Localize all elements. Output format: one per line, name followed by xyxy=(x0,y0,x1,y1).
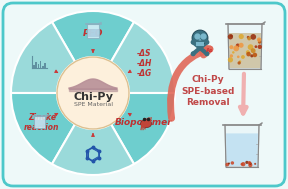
Text: Chi-Py: Chi-Py xyxy=(73,92,113,102)
Circle shape xyxy=(231,161,234,165)
Circle shape xyxy=(241,55,245,59)
Polygon shape xyxy=(69,79,117,89)
Circle shape xyxy=(247,36,250,39)
Polygon shape xyxy=(88,29,98,37)
Circle shape xyxy=(236,43,240,47)
Bar xyxy=(33,65,35,68)
Wedge shape xyxy=(11,93,75,164)
Circle shape xyxy=(228,163,230,164)
Circle shape xyxy=(257,37,262,42)
Circle shape xyxy=(246,50,250,54)
Circle shape xyxy=(237,56,240,58)
Bar xyxy=(37,64,39,68)
Wedge shape xyxy=(111,22,175,93)
Wedge shape xyxy=(111,93,175,164)
Wedge shape xyxy=(52,11,134,62)
Text: As: As xyxy=(206,48,213,53)
Polygon shape xyxy=(229,33,261,68)
Circle shape xyxy=(238,61,241,65)
Circle shape xyxy=(191,51,196,56)
Text: PFO: PFO xyxy=(83,29,103,39)
Circle shape xyxy=(248,163,252,167)
Polygon shape xyxy=(228,24,262,69)
Circle shape xyxy=(204,40,209,45)
Ellipse shape xyxy=(141,120,151,128)
FancyArrowPatch shape xyxy=(170,47,210,118)
Circle shape xyxy=(239,43,244,48)
Polygon shape xyxy=(225,125,259,167)
Polygon shape xyxy=(226,133,258,166)
Circle shape xyxy=(251,48,256,53)
Polygon shape xyxy=(69,89,117,91)
Polygon shape xyxy=(198,39,202,40)
Wedge shape xyxy=(52,124,134,175)
Circle shape xyxy=(249,162,252,165)
Circle shape xyxy=(247,37,251,40)
Circle shape xyxy=(57,57,129,129)
Circle shape xyxy=(254,163,256,165)
Bar xyxy=(42,66,44,68)
Circle shape xyxy=(255,45,257,48)
Circle shape xyxy=(192,30,208,46)
Bar xyxy=(35,62,37,68)
Polygon shape xyxy=(87,24,99,38)
Circle shape xyxy=(253,53,257,57)
Circle shape xyxy=(240,163,243,166)
Circle shape xyxy=(230,54,233,58)
Polygon shape xyxy=(35,120,45,127)
Text: Chi-Py
SPE-based
Removal: Chi-Py SPE-based Removal xyxy=(181,75,235,107)
Circle shape xyxy=(258,40,261,44)
Circle shape xyxy=(232,51,235,54)
Circle shape xyxy=(229,45,233,49)
Circle shape xyxy=(241,162,245,166)
Circle shape xyxy=(230,34,233,37)
Circle shape xyxy=(228,34,233,40)
Circle shape xyxy=(226,163,229,167)
Circle shape xyxy=(250,54,253,57)
Text: Zincke
reaction: Zincke reaction xyxy=(24,113,60,132)
Text: SPE Material: SPE Material xyxy=(73,102,113,108)
Circle shape xyxy=(248,161,251,164)
Circle shape xyxy=(258,45,262,49)
Circle shape xyxy=(233,46,239,51)
Text: -ΔS
-ΔH
-ΔG: -ΔS -ΔH -ΔG xyxy=(137,49,152,78)
Text: Biopolymer: Biopolymer xyxy=(115,118,173,127)
Circle shape xyxy=(191,40,196,45)
Circle shape xyxy=(204,51,209,56)
Circle shape xyxy=(258,39,260,41)
Circle shape xyxy=(239,60,241,63)
Circle shape xyxy=(239,34,244,39)
Circle shape xyxy=(250,34,256,40)
Wedge shape xyxy=(11,22,75,93)
Polygon shape xyxy=(34,116,46,128)
FancyArrowPatch shape xyxy=(240,74,247,114)
Circle shape xyxy=(248,44,253,50)
Circle shape xyxy=(245,161,249,164)
Circle shape xyxy=(246,52,251,56)
Bar xyxy=(44,63,46,68)
FancyBboxPatch shape xyxy=(3,3,285,186)
Bar xyxy=(40,61,41,68)
Circle shape xyxy=(228,57,233,62)
